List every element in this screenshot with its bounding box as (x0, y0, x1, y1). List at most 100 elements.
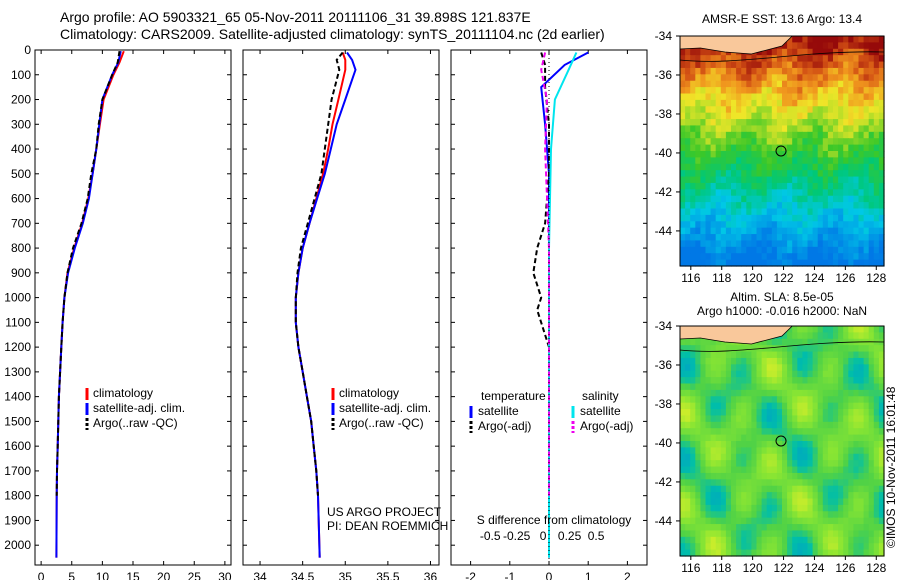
x-tick-label: 35.5 (376, 570, 400, 580)
x-tick-label-top: 0.25 (558, 529, 582, 543)
x-tick-label-top: -0.5 (480, 529, 501, 543)
y-tick-label: -34 (655, 29, 673, 43)
y-tick-label: 2000 (4, 538, 31, 552)
depth-contour (679, 341, 885, 352)
map-frame (679, 35, 885, 267)
panel-difference: -2-1012T difference from climatologytemp… (450, 49, 648, 580)
x-tick-label: 126 (835, 561, 855, 575)
y-tick-label: -42 (655, 475, 673, 489)
annotation-line-2: PI: DEAN ROEMMICH (327, 519, 448, 533)
annotation-line-1: US ARGO PROJECT (327, 505, 442, 519)
y-tick-label: 1100 (5, 315, 31, 329)
land-australia (679, 35, 794, 55)
x-tick-label: 1 (585, 570, 592, 580)
y-tick-label: 1300 (4, 365, 31, 379)
legend-title-temperature: temperature (481, 389, 546, 403)
legend-label: climatology (93, 386, 153, 400)
depth-contour (679, 51, 885, 62)
panel-temperature: 0100200300400500600700800900100011001200… (4, 43, 232, 580)
y-tick-label: 800 (11, 241, 31, 255)
x-tick-label: 15 (126, 570, 140, 580)
legend-label: satellite-adj. clim. (339, 401, 431, 415)
y-tick-label: 1200 (4, 340, 31, 354)
series-satellite-adj--clim- (294, 51, 357, 558)
legend-label: satellite-adj. clim. (93, 401, 185, 415)
sst-map-title: AMSR-E SST: 13.6 Argo: 13.4 (701, 12, 863, 26)
legend-label: satellite (580, 404, 621, 418)
x-tick-label: 25 (188, 570, 202, 580)
y-tick-label: 900 (11, 266, 31, 280)
x-tick-label: 120 (743, 271, 763, 285)
sla-map-title-1: Altim. SLA: 8.5e-05 (730, 290, 834, 304)
y-tick-label: -36 (655, 358, 673, 372)
y-tick-label: 600 (11, 192, 31, 206)
header-line-1: Argo profile: AO 5903321_65 05-Nov-2011 … (60, 9, 531, 25)
x-tick-label: 120 (743, 561, 763, 575)
y-tick-label: -38 (655, 397, 673, 411)
series-argo---raw--qc- (55, 51, 121, 496)
x-tick-label: -2 (465, 570, 476, 580)
y-tick-label: -44 (655, 514, 673, 528)
series-argo---raw--qc- (294, 51, 344, 496)
series-satellite-adj--clim- (55, 50, 122, 558)
x-tick-label: 116 (681, 271, 700, 285)
x-tick-label: 128 (866, 271, 886, 285)
y-tick-label: 1800 (4, 489, 31, 503)
x-tick-label-top: 0.5 (588, 529, 605, 543)
sla-map-title-2: Argo h1000: -0.016 h2000: NaN (696, 304, 868, 318)
panel-sst-map: -34 -36 -38 -40 -42 -44 116 118 120 122 124 126 128 (655, 29, 887, 285)
legend-title-salinity: salinity (582, 389, 619, 403)
argo-position-marker (775, 435, 787, 447)
x-tick-label: 2 (624, 570, 631, 580)
y-tick-label: 200 (11, 93, 31, 107)
x-tick-label: 20 (157, 570, 171, 580)
legend-label: satellite (478, 404, 519, 418)
y-tick-label: -44 (655, 224, 673, 238)
legend-label: Argo(..raw -QC) (93, 416, 178, 430)
x-tick-label: 116 (681, 561, 700, 575)
legend-label: Argo(..raw -QC) (339, 416, 424, 430)
y-tick-label: 0 (24, 43, 31, 57)
plot-frame (242, 49, 440, 566)
header-line-2: Climatology: CARS2009. Satellite-adjuste… (60, 26, 605, 42)
series-satellite (548, 52, 578, 558)
x-tick-label: 5 (68, 570, 75, 580)
argo-position-marker (775, 145, 787, 157)
panel-salinity: 3434.53535.536salinityclimatologysatelli… (242, 49, 448, 580)
y-tick-label: -38 (655, 107, 673, 121)
x-tick-label: 124 (804, 271, 824, 285)
y-tick-label: 500 (11, 167, 31, 181)
legend-label: climatology (339, 386, 399, 400)
sla-field (680, 326, 885, 557)
y-tick-label: 1700 (4, 464, 31, 478)
y-tick-label: -34 (655, 319, 673, 333)
series-climatology (55, 50, 125, 558)
x-tick-label: 0 (38, 570, 45, 580)
x-tick-label: 126 (835, 271, 855, 285)
y-tick-label: 1600 (4, 439, 31, 453)
land-australia (679, 325, 794, 345)
x-tick-label: 30 (218, 570, 232, 580)
x-tick-label-top: 0 (540, 529, 547, 543)
y-tick-label: 300 (11, 117, 31, 131)
plot-frame (34, 49, 232, 566)
y-tick-label: 1000 (4, 291, 31, 305)
series-argo--adj- (532, 52, 550, 496)
x-tick-label: 0 (546, 570, 553, 580)
x-tick-label: 124 (804, 561, 824, 575)
x-tick-label: 10 (96, 570, 110, 580)
x-tick-label: 36 (424, 570, 438, 580)
x-tick-label: -1 (504, 570, 515, 580)
series-climatology (294, 52, 347, 558)
y-tick-label: -40 (655, 436, 673, 450)
y-tick-label: 400 (11, 142, 31, 156)
legend-label: Argo(-adj) (478, 419, 531, 433)
sst-field (680, 36, 885, 267)
legend-label: Argo(-adj) (580, 419, 633, 433)
x-tick-label-top: -0.25 (503, 529, 531, 543)
y-tick-label: 100 (11, 68, 31, 82)
y-tick-label: -42 (655, 185, 673, 199)
x-tick-label: 122 (774, 561, 794, 575)
x-tick-label: 118 (712, 271, 731, 285)
y-tick-label: -36 (655, 68, 673, 82)
